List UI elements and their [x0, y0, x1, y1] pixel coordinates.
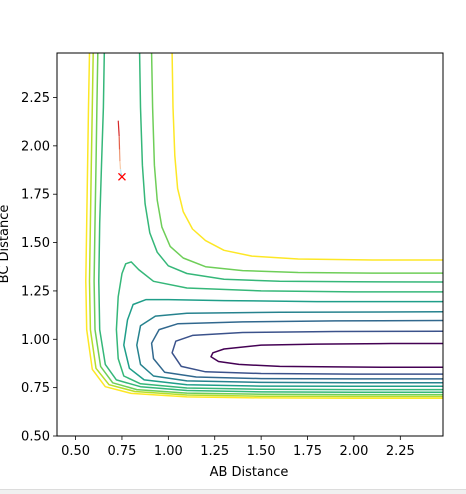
- y-tick-label: 2.00: [21, 139, 50, 154]
- y-tick-label: 2.25: [21, 91, 50, 106]
- x-tick-label: 1.50: [247, 444, 276, 459]
- x-tick-label: 1.00: [154, 444, 183, 459]
- x-tick-label: 0.50: [61, 444, 90, 459]
- x-tick-label: 0.75: [107, 444, 136, 459]
- x-axis-label: AB Distance: [210, 465, 289, 480]
- y-tick-label: 1.25: [21, 284, 50, 299]
- y-tick-label: 1.00: [21, 333, 50, 348]
- trajectory-segment-5: [120, 169, 121, 173]
- y-tick-label: 0.75: [21, 381, 50, 396]
- y-tick-label: 1.50: [21, 236, 50, 251]
- y-tick-label: 0.50: [21, 430, 50, 445]
- y-tick-label: 1.75: [21, 188, 50, 203]
- x-tick-label: 2.25: [386, 444, 415, 459]
- bottom-edge-strip: [0, 489, 466, 494]
- x-tick-label: 1.75: [293, 444, 322, 459]
- y-axis-label: BC Distance: [0, 205, 12, 284]
- x-tick-label: 2.00: [339, 444, 368, 459]
- x-tick-label: 1.25: [200, 444, 229, 459]
- trajectory-segment-4: [120, 161, 121, 169]
